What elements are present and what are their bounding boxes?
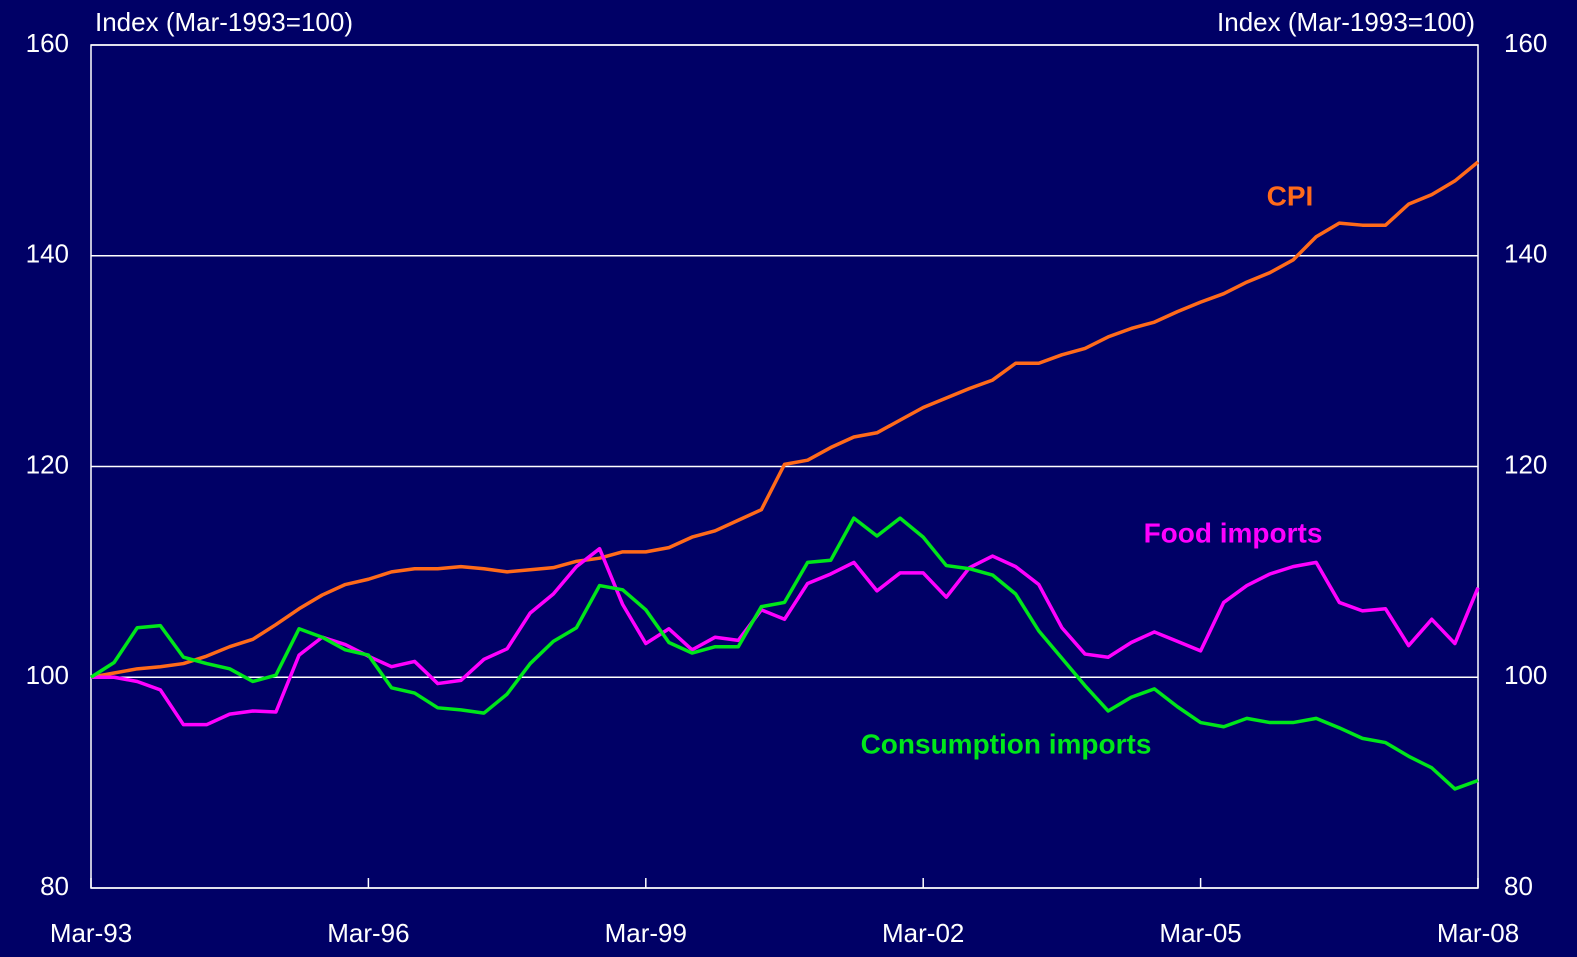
x-tick-label: Mar-08 — [1437, 918, 1519, 948]
y-axis-label: Index (Mar-1993=100) — [95, 7, 353, 37]
y-tick-label: 120 — [26, 449, 69, 479]
y2-tick-label: 100 — [1504, 660, 1547, 690]
x-tick-label: Mar-02 — [882, 918, 964, 948]
y2-tick-label: 120 — [1504, 449, 1547, 479]
y-tick-label: 100 — [26, 660, 69, 690]
series-line — [90, 516, 1479, 791]
y-tick-label: 140 — [26, 239, 69, 269]
x-tick-label: Mar-99 — [605, 918, 687, 948]
plot-frame — [90, 44, 1479, 889]
series-label: Consumption imports — [861, 728, 1152, 759]
x-tick-label: Mar-93 — [50, 918, 132, 948]
y2-tick-label: 160 — [1504, 28, 1547, 58]
y2-axis-label: Index (Mar-1993=100) — [1217, 7, 1475, 37]
y-tick-label: 160 — [26, 28, 69, 58]
y2-tick-label: 80 — [1504, 871, 1533, 901]
series-label: CPI — [1267, 180, 1314, 211]
x-tick-label: Mar-96 — [327, 918, 409, 948]
x-tick-label: Mar-05 — [1159, 918, 1241, 948]
series-line — [90, 160, 1480, 679]
y2-tick-label: 140 — [1504, 239, 1547, 269]
series-label: Food imports — [1144, 517, 1323, 548]
y-tick-label: 80 — [40, 871, 69, 901]
